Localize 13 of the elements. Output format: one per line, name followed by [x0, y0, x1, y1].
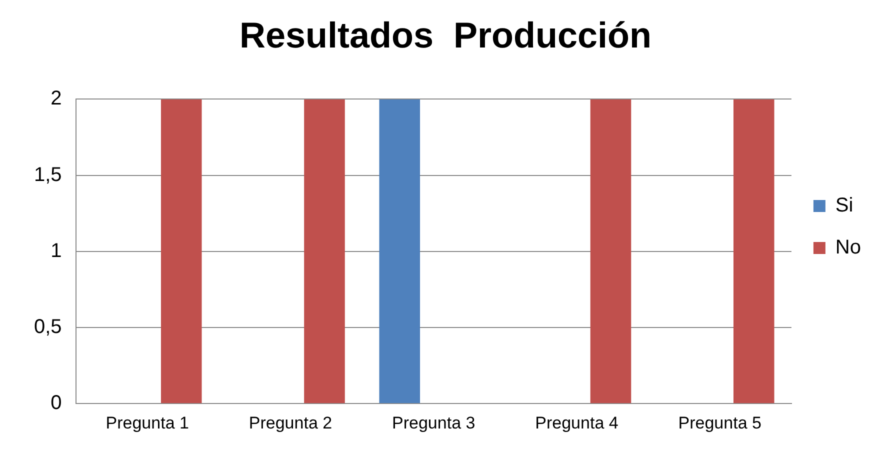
x-tick-label: Pregunta 1 [106, 413, 189, 432]
y-tick-label: 2 [50, 88, 62, 110]
x-tick-label: Pregunta 3 [392, 413, 476, 432]
y-tick-label: 0,5 [34, 316, 62, 338]
y-tick-label: 0 [50, 392, 62, 414]
chart-title: Resultados Producción [239, 14, 652, 56]
x-tick-label: Pregunta 4 [535, 413, 618, 432]
x-tick-label: Pregunta 2 [248, 413, 332, 432]
legend-label: No [835, 236, 862, 259]
x-tick-label: Pregunta 5 [678, 413, 762, 432]
y-tick-label: 1,5 [34, 164, 62, 186]
legend-label: Si [835, 194, 854, 217]
y-tick-label: 1 [50, 240, 62, 262]
